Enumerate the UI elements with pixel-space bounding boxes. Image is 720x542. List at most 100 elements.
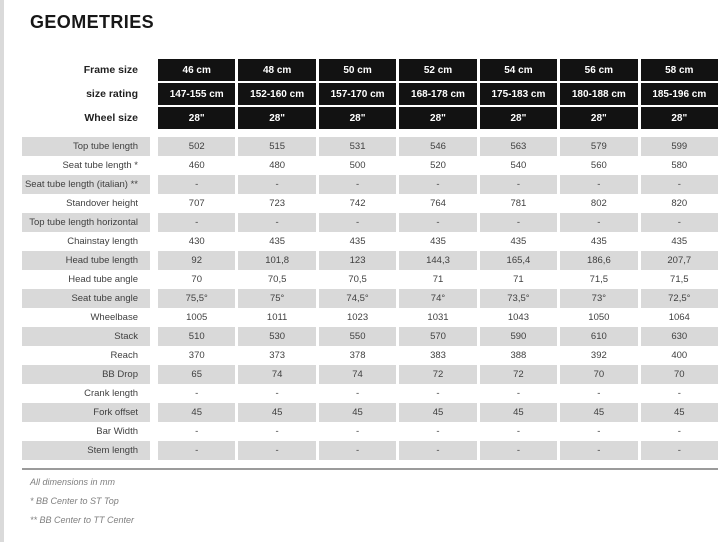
table-cell: 435 <box>590 236 607 247</box>
table-cell: - <box>355 388 360 399</box>
column-spacer <box>153 213 155 232</box>
column-spacer <box>153 59 155 81</box>
table-cell: - <box>479 441 558 460</box>
geometry-table: Frame size 46 cm 48 cm 50 cm 52 cm 54 cm… <box>22 59 718 460</box>
row-label: Stack <box>22 327 150 346</box>
table-cell: - <box>158 213 236 232</box>
table-cell: - <box>318 441 397 460</box>
table-cell: 71,5 <box>670 274 689 285</box>
table-cell: - <box>640 175 718 194</box>
table-cell: - <box>275 426 279 437</box>
table-cell: - <box>640 213 718 232</box>
column-spacer <box>153 308 155 327</box>
row-label: Seat tube length (italian) ** <box>22 175 150 194</box>
column-spacer <box>153 327 155 346</box>
header-cell: 28" <box>318 107 397 129</box>
column-spacer <box>153 422 155 441</box>
table-cell: 435 <box>269 236 286 247</box>
table-cell: 45 <box>399 403 477 422</box>
table-cell: 1031 <box>427 312 449 323</box>
table-cell: 550 <box>318 327 397 346</box>
table-cell: 742 <box>349 198 366 209</box>
table-cell: 392 <box>590 350 607 361</box>
row-label: Standover height <box>66 198 138 209</box>
table-cell: 378 <box>349 350 366 361</box>
table-cell: 546 <box>399 137 477 156</box>
row-label: Fork offset <box>22 403 150 422</box>
table-cell: 1064 <box>668 312 690 323</box>
table-cell: 570 <box>399 327 477 346</box>
table-cell: 820 <box>671 198 688 209</box>
table-cell: - <box>158 175 236 194</box>
table-cell: 123 <box>318 251 397 270</box>
table-cell: 1011 <box>266 312 288 323</box>
footer-divider <box>22 468 718 470</box>
header-cell: 28" <box>158 107 236 129</box>
table-cell: 73° <box>560 289 638 308</box>
page-title: GEOMETRIES <box>30 12 155 32</box>
table-cell: - <box>195 388 199 399</box>
table-cell: - <box>399 213 477 232</box>
table-cell: 707 <box>188 198 205 209</box>
table-cell: 45 <box>238 403 316 422</box>
row-label: Crank length <box>84 388 138 399</box>
table-cell: 165,4 <box>479 251 558 270</box>
column-spacer <box>153 251 155 270</box>
table-cell: 580 <box>671 160 688 171</box>
header-row-label: Frame size <box>83 64 138 76</box>
table-cell: 45 <box>318 403 397 422</box>
table-cell: - <box>318 213 397 232</box>
header-cell: 28" <box>399 107 477 129</box>
table-cell: - <box>436 388 440 399</box>
table-cell: 430 <box>188 236 205 247</box>
row-label: Seat tube length * <box>62 160 138 171</box>
table-cell: 373 <box>269 350 286 361</box>
footnotes: All dimensions in mm * BB Center to ST T… <box>30 473 134 530</box>
table-cell: 764 <box>430 198 446 209</box>
column-spacer <box>153 107 155 129</box>
row-label: Reach <box>110 350 138 361</box>
header-cell: 46 cm <box>158 59 236 81</box>
column-spacer <box>153 83 155 105</box>
header-cell: 56 cm <box>560 59 638 81</box>
table-cell: - <box>516 426 520 437</box>
table-cell: 45 <box>560 403 638 422</box>
table-row: Crank length - - - - - - - <box>22 384 718 403</box>
table-cell: 45 <box>158 403 236 422</box>
table-cell: 70,5 <box>267 274 287 285</box>
table-cell: - <box>479 213 558 232</box>
column-spacer <box>153 441 155 460</box>
table-cell: - <box>597 388 601 399</box>
header-cell: 175-183 cm <box>479 83 558 105</box>
header-cell: 52 cm <box>399 59 477 81</box>
column-spacer <box>153 289 155 308</box>
header-cell: 152-160 cm <box>238 83 316 105</box>
table-row: Head tube length 92 101,8 123 144,3 165,… <box>22 251 718 270</box>
table-header-row-wheel-size: Wheel size 28" 28" 28" 28" 28" 28" 28" <box>22 107 718 129</box>
table-cell: 186,6 <box>560 251 638 270</box>
row-label: Wheelbase <box>90 312 138 323</box>
table-row: Standover height 707 723 742 764 781 802… <box>22 194 718 213</box>
table-cell: 74° <box>399 289 477 308</box>
footnote-seat-tube-italian: ** BB Center to TT Center <box>30 515 135 525</box>
table-cell: 1005 <box>186 312 208 323</box>
row-label: Chainstay length <box>67 236 138 247</box>
table-cell: 502 <box>158 137 236 156</box>
table-row: Head tube angle 70 70,5 70,5 71 71 71,5 … <box>22 270 718 289</box>
header-cell: 185-196 cm <box>640 83 718 105</box>
column-spacer <box>153 175 155 194</box>
table-row: Bar Width - - - - - - - <box>22 422 718 441</box>
table-header-row-size-rating: size rating 147-155 cm 152-160 cm 157-17… <box>22 83 718 105</box>
table-cell: 435 <box>430 236 446 247</box>
table-cell: 630 <box>640 327 718 346</box>
table-cell: 74 <box>318 365 397 384</box>
table-cell: - <box>560 175 638 194</box>
table-cell: 435 <box>671 236 688 247</box>
table-row: Stem length - - - - - - - <box>22 441 718 460</box>
table-cell: 71 <box>513 274 524 285</box>
table-cell: 531 <box>318 137 397 156</box>
table-cell: 92 <box>158 251 236 270</box>
table-cell: 388 <box>510 350 527 361</box>
table-cell: - <box>238 175 316 194</box>
